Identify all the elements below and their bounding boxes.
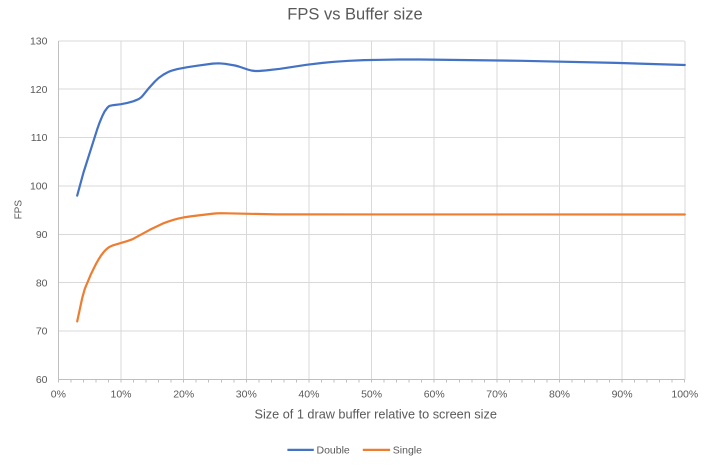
svg-text:10%: 10% xyxy=(110,389,131,401)
svg-text:20%: 20% xyxy=(173,389,194,401)
svg-text:100%: 100% xyxy=(671,389,698,401)
svg-text:80%: 80% xyxy=(549,389,570,401)
svg-text:60%: 60% xyxy=(424,389,445,401)
svg-text:100: 100 xyxy=(30,181,48,193)
svg-text:120: 120 xyxy=(30,84,48,96)
svg-text:FPS: FPS xyxy=(14,200,25,220)
svg-text:130: 130 xyxy=(30,35,48,47)
svg-text:Double: Double xyxy=(317,444,350,456)
svg-text:60: 60 xyxy=(36,374,48,386)
svg-text:110: 110 xyxy=(31,132,48,144)
svg-text:50%: 50% xyxy=(361,389,382,401)
svg-text:Single: Single xyxy=(393,444,422,456)
svg-text:0%: 0% xyxy=(51,389,66,401)
svg-text:70: 70 xyxy=(36,326,48,338)
svg-text:90: 90 xyxy=(36,229,48,241)
svg-text:70%: 70% xyxy=(486,389,507,401)
svg-text:80: 80 xyxy=(36,277,48,289)
svg-text:40%: 40% xyxy=(298,389,319,401)
svg-text:30%: 30% xyxy=(236,389,257,401)
svg-text:Size of 1 draw buffer relative: Size of 1 draw buffer relative to screen… xyxy=(255,408,497,422)
svg-text:FPS vs Buffer size: FPS vs Buffer size xyxy=(287,6,422,24)
svg-text:90%: 90% xyxy=(612,389,633,401)
